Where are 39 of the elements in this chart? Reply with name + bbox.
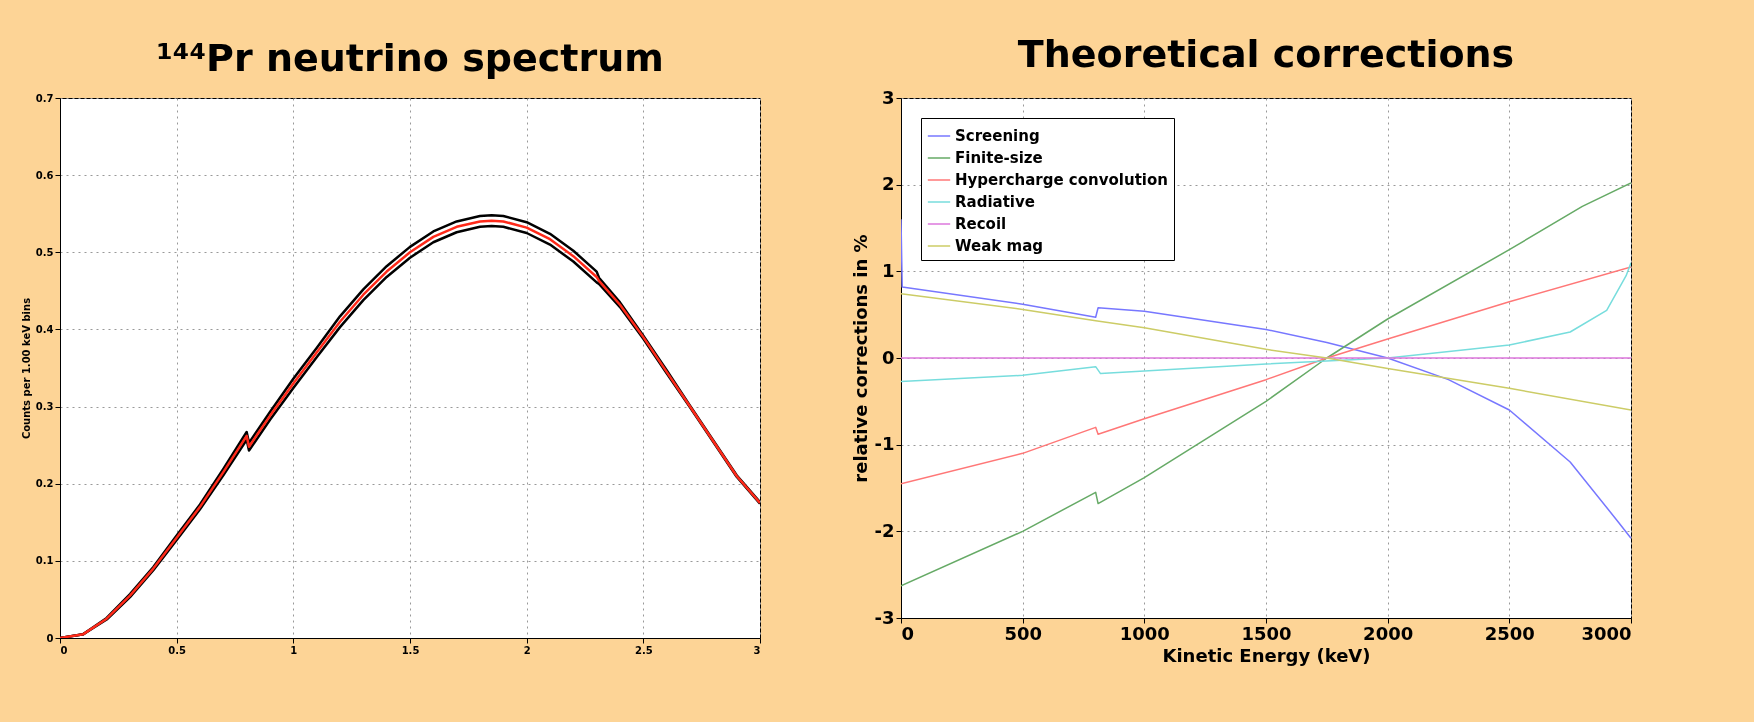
y-tick-label: 0.7 bbox=[35, 92, 54, 104]
x-tick-label: 3000 bbox=[1581, 622, 1632, 644]
legend-label: Hypercharge convolution bbox=[955, 171, 1168, 189]
y-tick-label: -3 bbox=[874, 606, 895, 628]
y-axis-title: Counts per 1.00 keV bins bbox=[20, 297, 32, 440]
y-tick-label: 0.4 bbox=[35, 323, 54, 335]
chart-title: ¹⁴⁴Pr neutrino spectrum bbox=[156, 36, 664, 80]
chart-title: Theoretical corrections bbox=[1017, 32, 1515, 76]
y-tick-label: -2 bbox=[874, 519, 895, 541]
y-tick-label: 2 bbox=[881, 173, 895, 195]
x-axis-title: Kinetic Energy (keV) bbox=[1162, 644, 1371, 666]
y-tick-label: -1 bbox=[874, 433, 895, 455]
y-tick-label: 0.2 bbox=[35, 478, 54, 490]
x-tick-label: 2.5 bbox=[634, 644, 653, 656]
x-tick-label: 0.5 bbox=[168, 644, 187, 656]
x-tick-label: 1 bbox=[290, 644, 298, 656]
x-tick-label: 3 bbox=[753, 644, 761, 656]
y-tick-label: 0.3 bbox=[35, 401, 54, 413]
y-tick-label: 0.5 bbox=[35, 246, 54, 258]
y-tick-label: 0.1 bbox=[35, 555, 54, 567]
x-tick-label: 1.5 bbox=[401, 644, 420, 656]
y-tick-label: 1 bbox=[881, 259, 895, 281]
x-tick-label: 0 bbox=[901, 622, 915, 644]
y-tick-label: 3 bbox=[881, 86, 895, 108]
y-tick-label: 0 bbox=[881, 346, 895, 368]
x-tick-label: 500 bbox=[1004, 622, 1042, 644]
y-tick-label: 0.6 bbox=[35, 169, 54, 181]
legend-label: Screening bbox=[955, 127, 1040, 145]
y-axis-title: relative corrections in % bbox=[849, 234, 871, 483]
x-tick-label: 2000 bbox=[1363, 622, 1414, 644]
x-tick-label: 2 bbox=[523, 644, 531, 656]
legend-label: Weak mag bbox=[955, 237, 1043, 255]
x-tick-label: 2500 bbox=[1484, 622, 1535, 644]
x-tick-label: 0 bbox=[60, 644, 68, 656]
legend-label: Recoil bbox=[955, 215, 1007, 233]
legend-label: Finite-size bbox=[955, 149, 1043, 167]
x-tick-label: 1000 bbox=[1119, 622, 1170, 644]
legend-label: Radiative bbox=[955, 193, 1035, 211]
x-tick-label: 1500 bbox=[1241, 622, 1292, 644]
